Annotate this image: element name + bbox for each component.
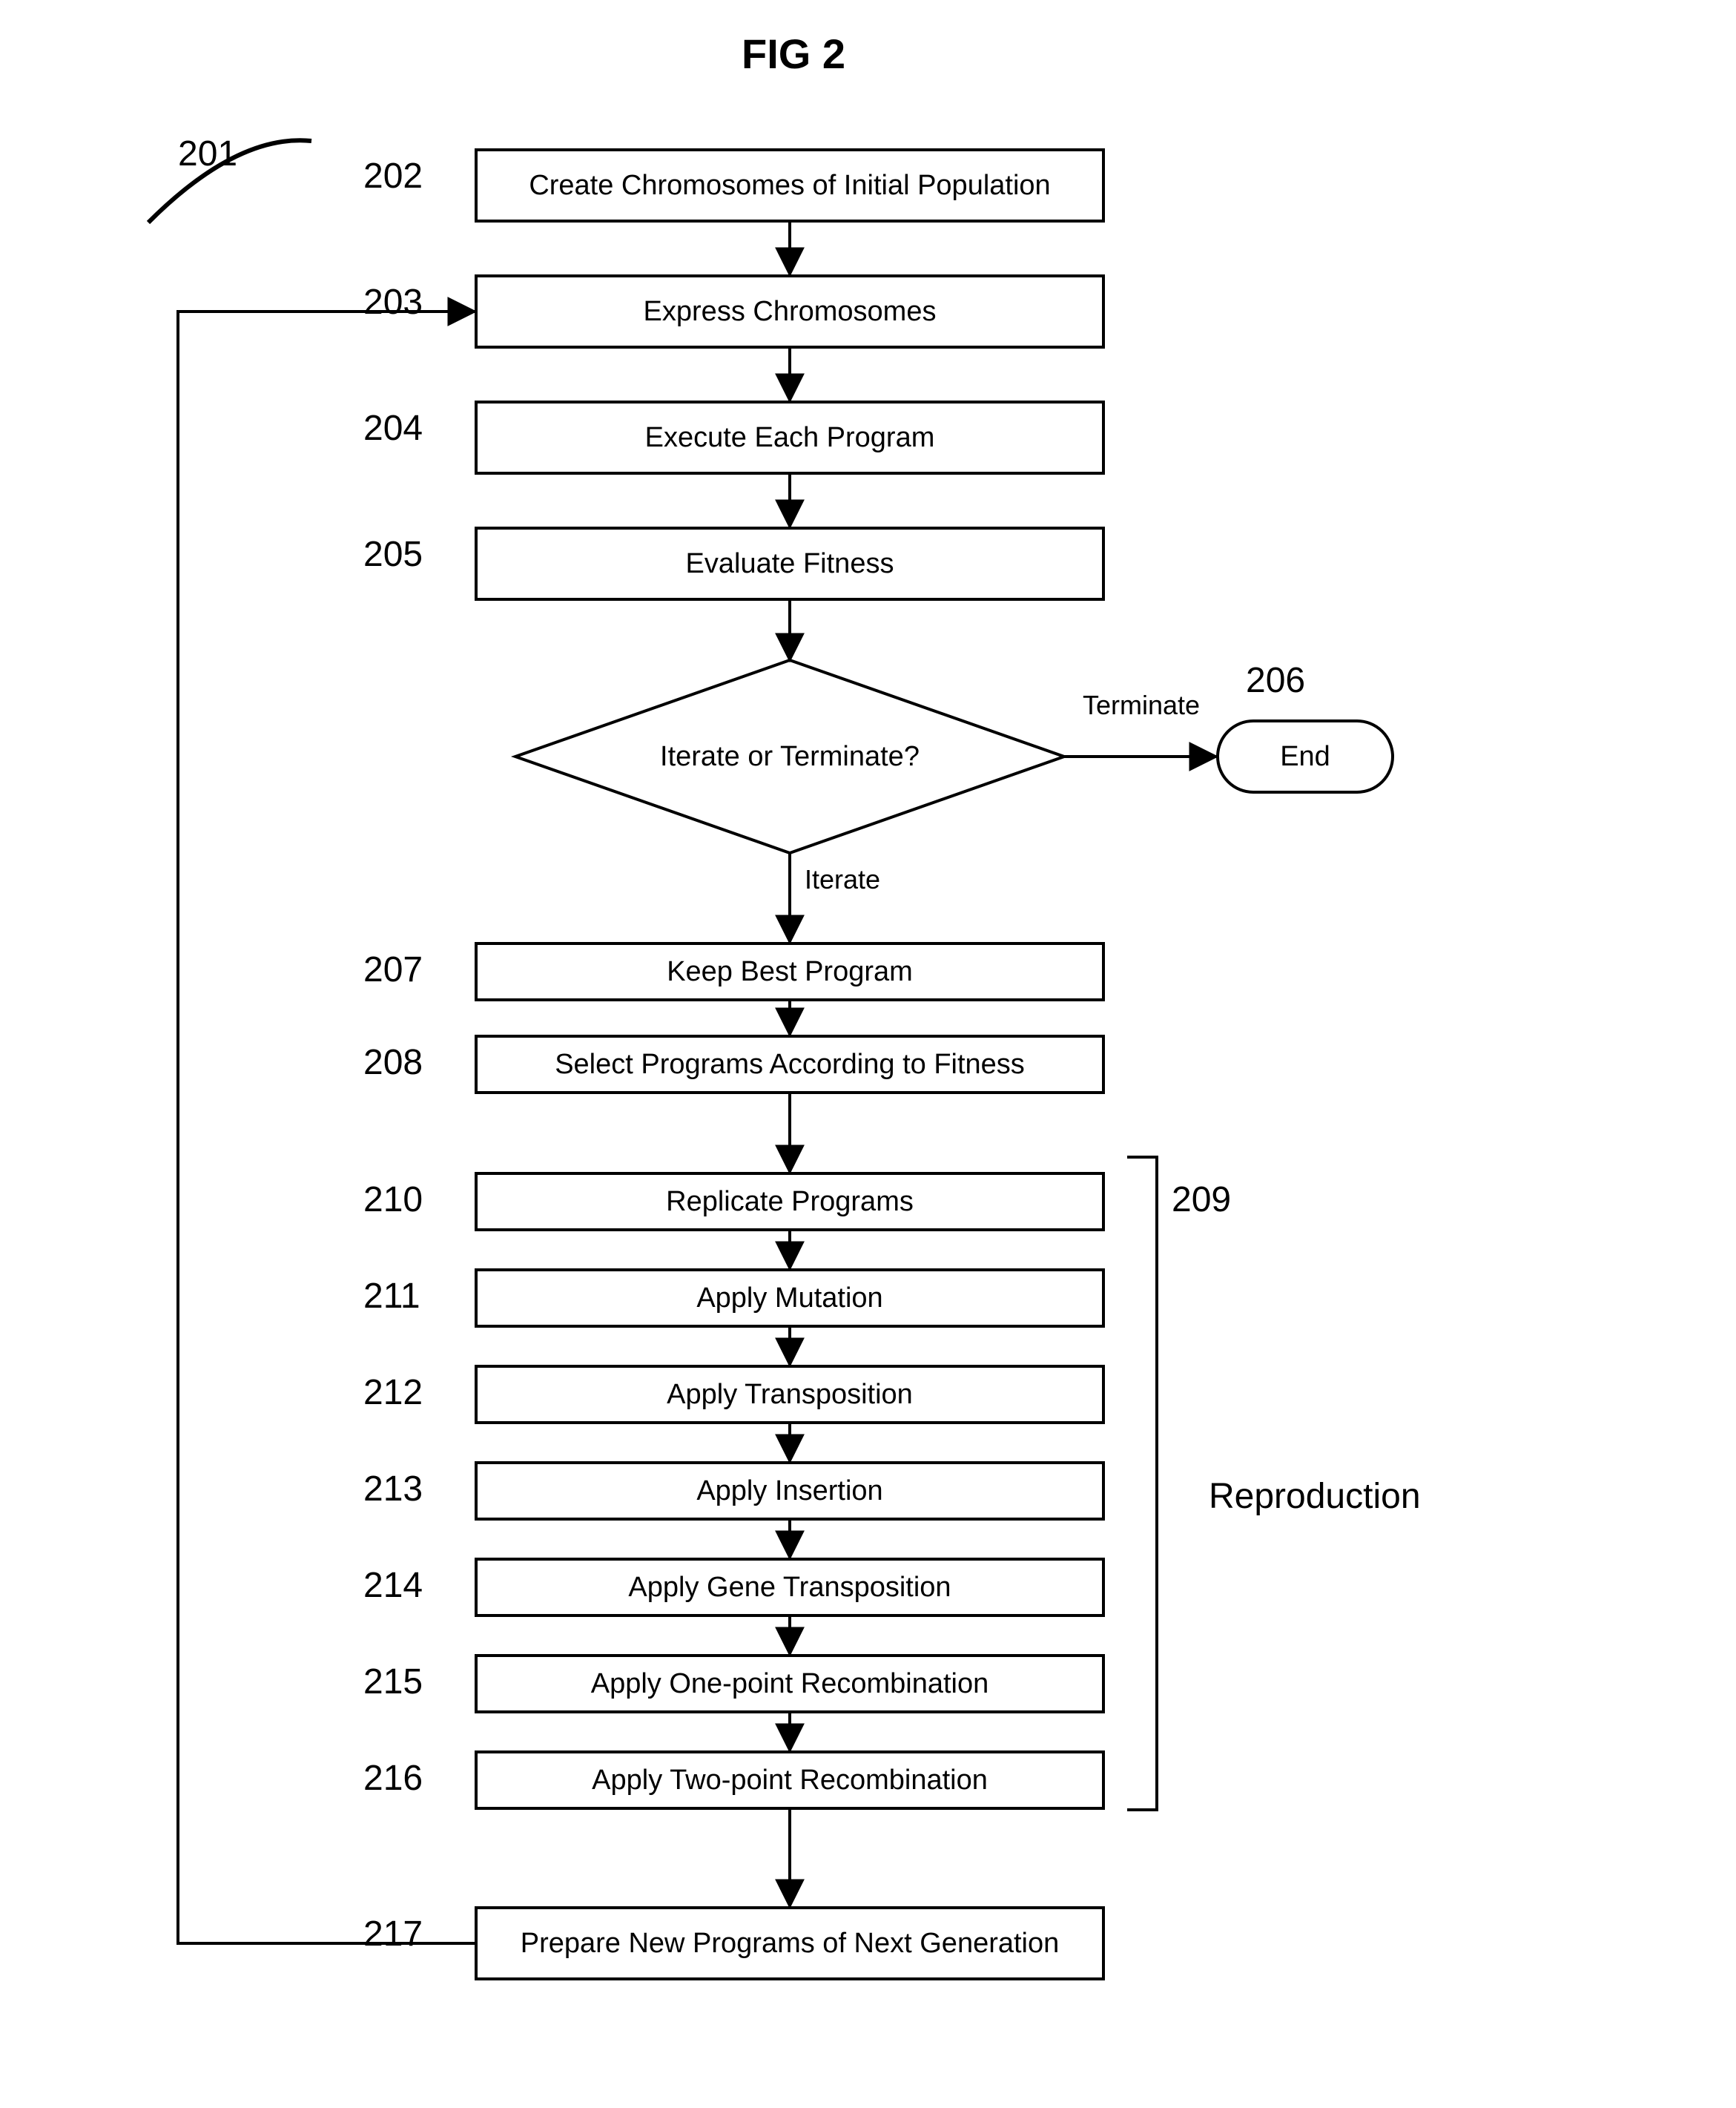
node-transposition: Apply Transposition <box>475 1365 1105 1424</box>
node-express-chromosomes: Express Chromosomes <box>475 274 1105 349</box>
node-prepare-new: Prepare New Programs of Next Generation <box>475 1906 1105 1980</box>
label-212: 212 <box>363 1372 423 1413</box>
label-215: 215 <box>363 1661 423 1702</box>
label-209: 209 <box>1172 1179 1231 1220</box>
node-end: End <box>1216 719 1394 794</box>
decision-text: Iterate or Terminate? <box>660 741 920 772</box>
label-terminate: Terminate <box>1083 690 1200 721</box>
node-one-point-recomb: Apply One-point Recombination <box>475 1654 1105 1713</box>
label-204: 204 <box>363 408 423 449</box>
node-evaluate-fitness: Evaluate Fitness <box>475 527 1105 601</box>
label-216: 216 <box>363 1758 423 1799</box>
label-207: 207 <box>363 949 423 990</box>
node-replicate: Replicate Programs <box>475 1172 1105 1231</box>
node-mutation: Apply Mutation <box>475 1268 1105 1328</box>
node-gene-transposition: Apply Gene Transposition <box>475 1558 1105 1617</box>
node-select-programs: Select Programs According to Fitness <box>475 1035 1105 1094</box>
node-create-chromosomes: Create Chromosomes of Initial Population <box>475 148 1105 223</box>
node-two-point-recomb: Apply Two-point Recombination <box>475 1750 1105 1810</box>
label-208: 208 <box>363 1042 423 1083</box>
label-202: 202 <box>363 156 423 197</box>
label-213: 213 <box>363 1469 423 1509</box>
figure-page: FIG 2 201 202 203 204 205 207 208 210 21… <box>0 0 1736 2108</box>
label-205: 205 <box>363 534 423 575</box>
node-execute-program: Execute Each Program <box>475 401 1105 475</box>
label-iterate: Iterate <box>805 864 880 895</box>
label-210: 210 <box>363 1179 423 1220</box>
label-reproduction: Reproduction <box>1209 1476 1421 1517</box>
node-keep-best: Keep Best Program <box>475 942 1105 1001</box>
figure-title: FIG 2 <box>742 30 845 78</box>
label-211: 211 <box>363 1276 420 1317</box>
label-214: 214 <box>363 1565 423 1606</box>
label-217: 217 <box>363 1914 423 1954</box>
label-206: 206 <box>1246 660 1305 701</box>
label-203: 203 <box>363 282 423 323</box>
label-201: 201 <box>178 134 237 174</box>
node-insertion: Apply Insertion <box>475 1461 1105 1521</box>
